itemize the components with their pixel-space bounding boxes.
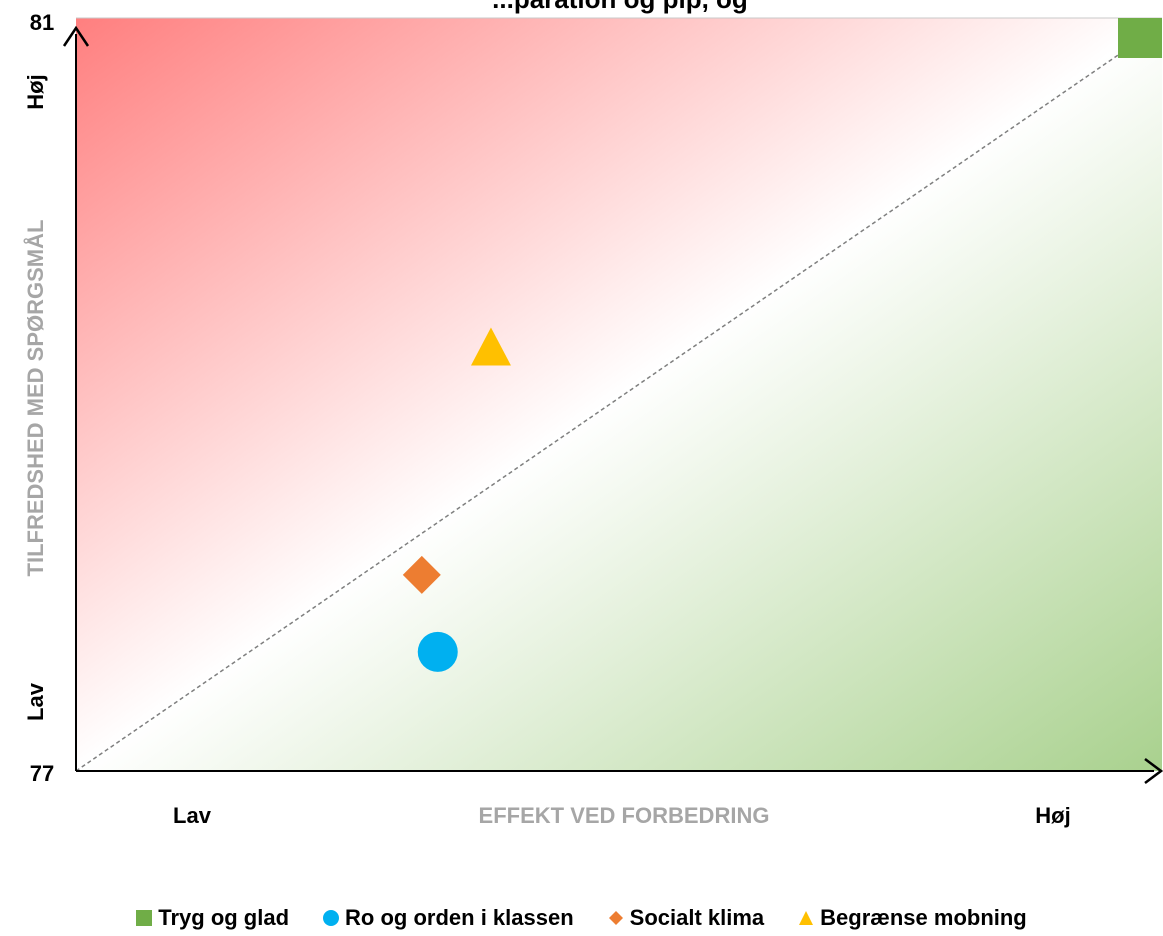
y-low-label: Lav	[23, 682, 48, 721]
scatter-chart: ...paration og plp, og 81 77 Høj Lav TIL…	[22, 0, 1163, 828]
data-point-ro-og-orden-i-klassen	[417, 631, 458, 672]
orange-diamond-icon	[608, 910, 624, 926]
y-axis-arrow-icon	[62, 25, 90, 47]
y-axis-title: TILFREDSHED MED SPØRGSMÅL	[22, 220, 48, 577]
x-axis-title: EFFEKT VED FORBEDRING	[479, 803, 770, 828]
green-square-icon	[136, 910, 153, 926]
plot-background	[76, 18, 1162, 771]
diagonal-reference-line	[75, 39, 1141, 772]
legend-label: Socialt klima	[629, 905, 765, 930]
y-tick-label-min: 77	[30, 761, 54, 786]
data-point-begr-nse-mobning	[470, 327, 511, 366]
y-tick-label-max: 81	[30, 10, 54, 35]
x-axis-arrow-icon	[1144, 758, 1163, 784]
legend-item-tryg-og-glad: Tryg og glad	[136, 905, 289, 931]
x-low-label: Lav	[173, 803, 212, 828]
yellow-triangle-icon	[798, 910, 814, 926]
legend-item-ro-og-orden: Ro og orden i klassen	[323, 905, 574, 931]
legend-item-socialt-klima: Socialt klima	[608, 905, 765, 931]
legend-item-begraense-mobning: Begrænse mobning	[798, 905, 1027, 931]
chart-title: ...paration og plp, og	[492, 0, 748, 14]
data-points	[402, 18, 1162, 672]
blue-circle-icon	[323, 910, 340, 926]
legend: Tryg og glad Ro og orden i klassen Socia…	[0, 901, 1163, 935]
data-point-socialt-klima	[402, 555, 441, 594]
legend-label: Begrænse mobning	[820, 905, 1027, 930]
legend-label: Ro og orden i klassen	[345, 905, 574, 930]
y-high-label: Høj	[23, 74, 48, 109]
legend-label: Tryg og glad	[158, 905, 290, 930]
data-point-tryg-og-glad	[1118, 18, 1162, 58]
x-high-label: Høj	[1035, 803, 1070, 828]
